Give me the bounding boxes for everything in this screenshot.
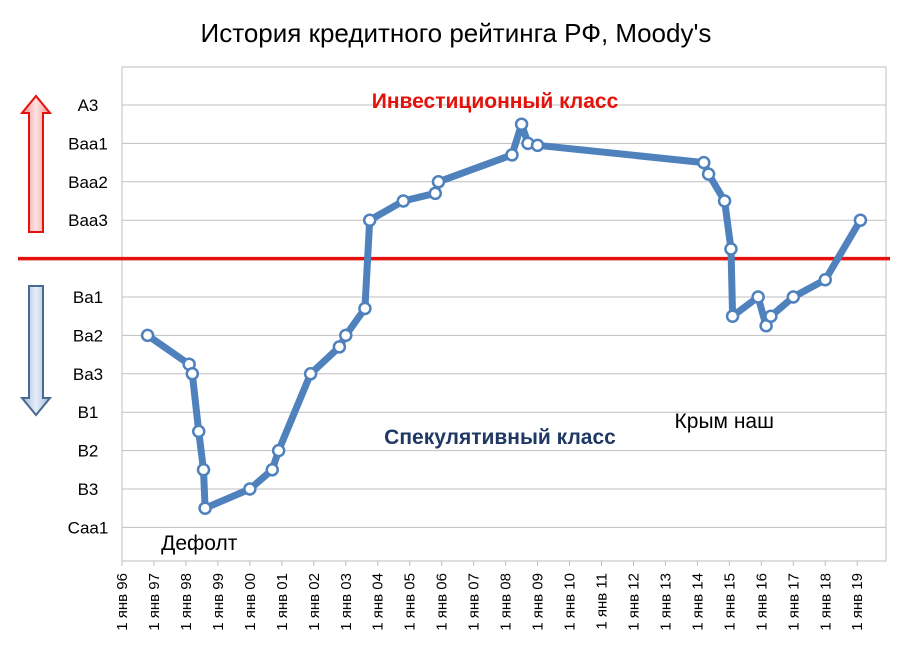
x-tick-label: 1 янв 03	[338, 573, 355, 631]
y-tick-label: B3	[78, 480, 99, 499]
data-point	[505, 148, 519, 162]
data-point	[358, 301, 372, 316]
y-tick-label: B1	[78, 403, 99, 422]
x-tick-label: 1 янв 12	[625, 573, 642, 631]
data-point	[818, 272, 833, 287]
data-point	[243, 482, 257, 496]
x-tick-label: 1 янв 17	[785, 573, 802, 631]
data-point	[751, 290, 765, 304]
y-tick-label: Ba1	[73, 288, 103, 307]
x-tick-label: 1 янв 18	[817, 573, 834, 631]
data-point	[431, 175, 446, 189]
x-tick-label: 1 янв 10	[562, 573, 579, 631]
data-point	[530, 138, 545, 153]
data-point	[339, 328, 353, 343]
up-arrow-icon	[19, 94, 53, 233]
x-tick-label: 1 янв 97	[146, 573, 163, 631]
data-point	[198, 501, 212, 515]
x-tick-label: 1 янв 07	[466, 573, 483, 631]
data-point	[332, 340, 347, 354]
data-point	[717, 194, 732, 208]
data-point	[396, 194, 411, 208]
y-tick-label: B2	[78, 442, 99, 461]
x-tick-label: 1 янв 04	[370, 573, 387, 631]
y-tick-label: Baa2	[68, 173, 108, 192]
x-tick-label: 1 янв 02	[306, 573, 323, 631]
x-tick-label: 1 янв 16	[753, 573, 770, 631]
data-point	[191, 424, 206, 439]
chart-title: История кредитного рейтинга РФ, Moody's	[201, 18, 712, 48]
x-tick-label: 1 янв 06	[434, 573, 451, 631]
y-tick-label: A3	[78, 96, 99, 115]
x-tick-label: 1 янв 15	[721, 573, 738, 631]
annotations: Дефолт Крым наш	[161, 410, 774, 555]
data-point	[271, 443, 286, 458]
x-tick-label: 1 янв 96	[114, 573, 131, 631]
x-tick-label: 1 янв 01	[274, 573, 291, 631]
data-point	[514, 117, 529, 131]
plot-area	[121, 66, 887, 562]
x-axis-labels: 1 янв 96 1 янв 97 1 янв 98 1 янв 99 1 янв 00…	[114, 561, 866, 631]
down-arrow-icon	[19, 285, 53, 417]
y-tick-label: Caa1	[68, 518, 109, 537]
data-point	[786, 290, 801, 304]
x-tick-label: 1 янв 13	[657, 573, 674, 631]
annotation-label: Дефолт	[161, 532, 238, 555]
x-tick-label: 1 янв 11	[593, 573, 610, 630]
speculative-grade-label: Спекулятивный класс	[384, 426, 616, 449]
y-tick-label: Ba3	[73, 365, 103, 384]
data-point	[697, 155, 711, 170]
x-tick-label: 1 янв 98	[178, 573, 195, 631]
data-point	[853, 213, 868, 227]
data-point	[140, 328, 155, 343]
data-point	[724, 242, 738, 256]
rating-series	[140, 117, 868, 515]
x-tick-label: 1 янв 05	[402, 573, 419, 631]
data-point	[303, 367, 318, 381]
x-tick-label: 1 янв 99	[210, 573, 227, 631]
x-tick-label: 1 янв 14	[689, 573, 706, 631]
x-tick-label: 1 янв 00	[242, 573, 259, 631]
x-tick-label: 1 янв 09	[530, 573, 547, 631]
investment-grade-label: Инвестиционный класс	[372, 90, 619, 113]
x-tick-label: 1 янв 19	[849, 573, 866, 631]
y-axis-labels: A3 Baa1 Baa2 Baa3 Ba1 Ba2 Ba3 B1 B2 B3 Caa1	[68, 96, 109, 537]
y-tick-label: Baa1	[68, 134, 108, 153]
y-tick-label: Ba2	[73, 326, 103, 345]
data-point	[265, 463, 279, 477]
y-tick-label: Baa3	[68, 211, 108, 230]
data-point	[362, 213, 377, 227]
data-point	[725, 309, 740, 323]
data-point	[701, 167, 716, 181]
data-point	[428, 186, 443, 201]
x-tick-label: 1 янв 08	[498, 573, 515, 631]
data-point	[196, 463, 211, 477]
annotation-label: Крым наш	[675, 410, 774, 433]
data-point	[185, 367, 200, 381]
data-point	[764, 309, 778, 323]
